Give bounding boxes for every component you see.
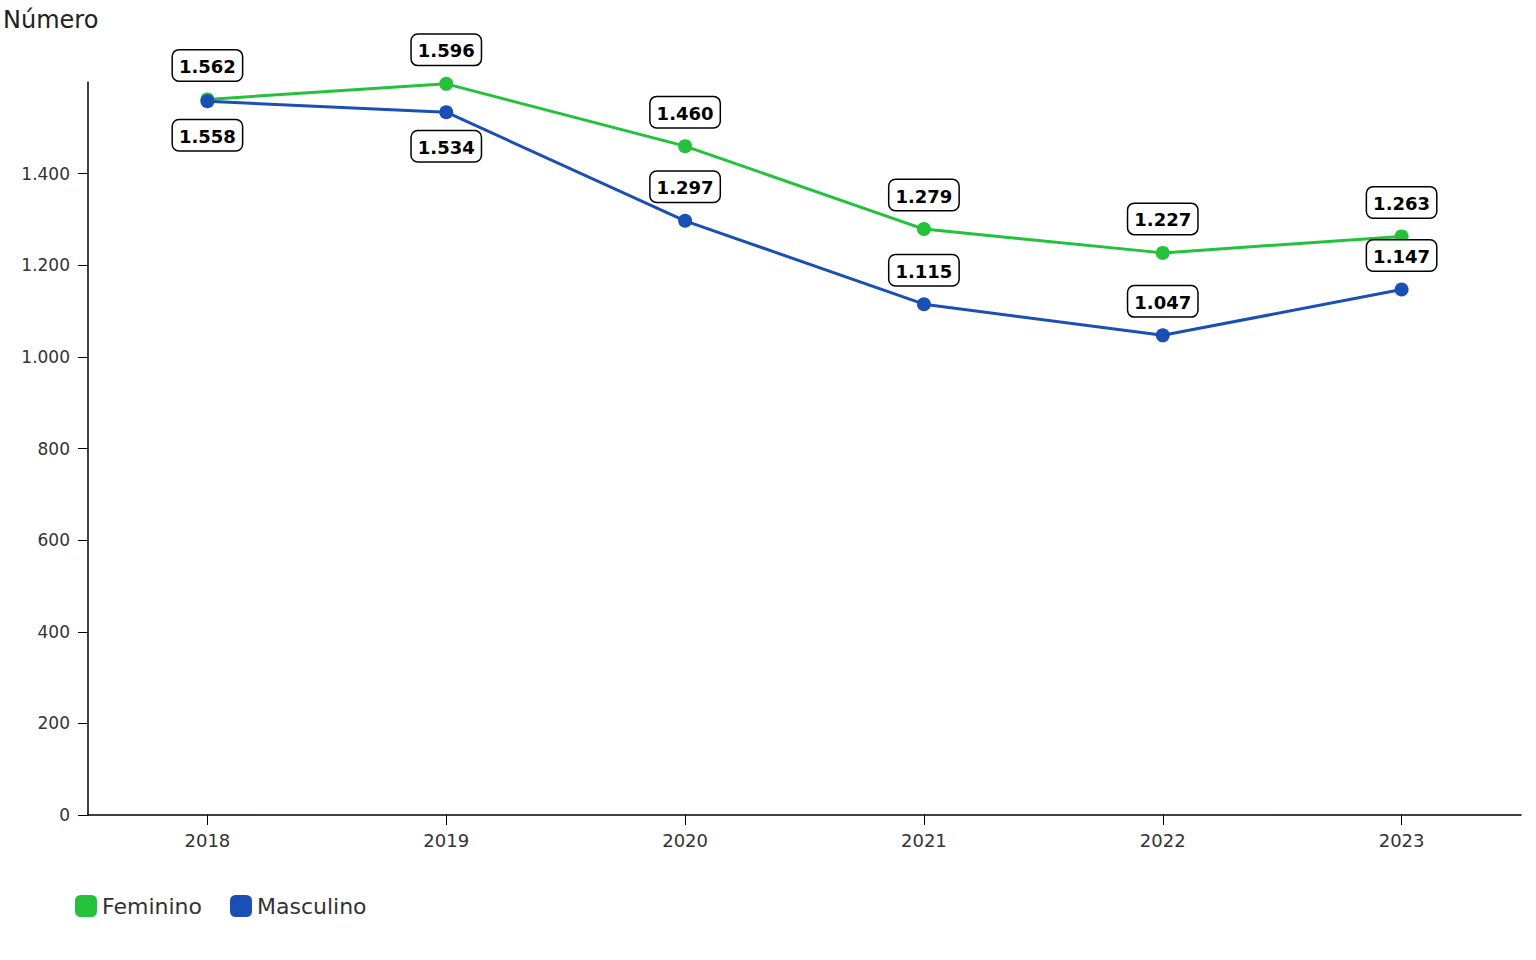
svg-text:800: 800	[38, 439, 70, 459]
svg-text:2023: 2023	[1379, 830, 1425, 851]
svg-text:0: 0	[59, 805, 70, 825]
svg-text:400: 400	[38, 622, 70, 642]
svg-text:1.297: 1.297	[657, 177, 714, 198]
svg-text:2019: 2019	[423, 830, 469, 851]
svg-text:Masculino: Masculino	[257, 894, 367, 919]
svg-text:Número: Número	[3, 6, 98, 34]
svg-text:2022: 2022	[1140, 830, 1186, 851]
svg-text:1.047: 1.047	[1134, 292, 1191, 313]
svg-text:1.596: 1.596	[418, 40, 475, 61]
svg-text:1.534: 1.534	[418, 137, 475, 158]
svg-text:1.400: 1.400	[21, 164, 70, 184]
svg-text:Feminino: Feminino	[102, 894, 202, 919]
svg-text:200: 200	[38, 713, 70, 733]
svg-text:2020: 2020	[662, 830, 708, 851]
svg-text:1.000: 1.000	[21, 347, 70, 367]
svg-text:2021: 2021	[901, 830, 947, 851]
svg-text:1.115: 1.115	[895, 261, 952, 282]
svg-text:1.460: 1.460	[657, 103, 714, 124]
svg-text:2018: 2018	[185, 830, 231, 851]
svg-text:1.279: 1.279	[895, 186, 952, 207]
svg-text:1.227: 1.227	[1134, 209, 1191, 230]
svg-text:1.147: 1.147	[1373, 246, 1430, 267]
svg-text:1.558: 1.558	[179, 126, 236, 147]
svg-text:1.200: 1.200	[21, 255, 70, 275]
svg-text:600: 600	[38, 530, 70, 550]
svg-text:1.562: 1.562	[179, 56, 236, 77]
svg-text:1.263: 1.263	[1373, 193, 1430, 214]
